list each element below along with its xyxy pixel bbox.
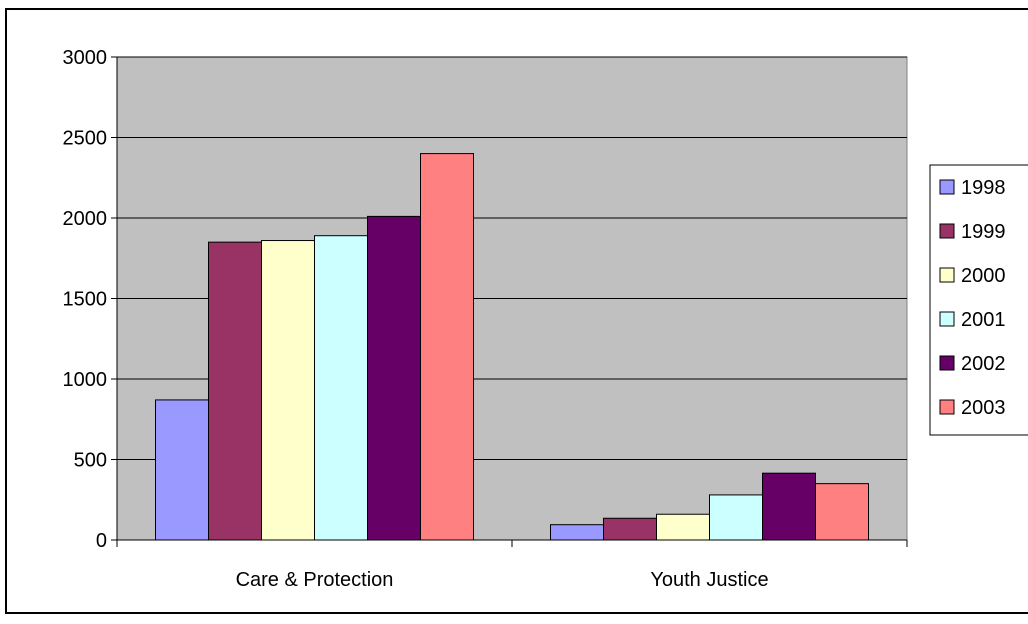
- y-tick-label: 1000: [63, 369, 108, 391]
- legend-swatch: [939, 311, 955, 327]
- legend-label: 2000: [961, 265, 1006, 287]
- bar-2002-care-protection: [367, 215, 421, 541]
- x-category-label: Youth Justice: [650, 569, 768, 591]
- legend-swatch: [939, 399, 955, 415]
- legend-label: 2001: [961, 309, 1006, 331]
- legend-label: 2003: [961, 397, 1006, 419]
- bar-2003-care-protection: [420, 153, 474, 541]
- legend-swatch: [939, 355, 955, 371]
- bar-2000-youth-justice: [656, 513, 710, 541]
- legend-label: 1999: [961, 221, 1006, 243]
- y-tick-label: 2000: [63, 208, 108, 230]
- legend-swatch: [939, 179, 955, 195]
- legend-label: 1998: [961, 177, 1006, 199]
- bar-2000-care-protection: [261, 240, 315, 541]
- bar-1999-care-protection: [208, 241, 262, 541]
- legend-swatch: [939, 223, 955, 239]
- legend-box: [929, 164, 1028, 436]
- y-tick-label: 1500: [63, 289, 108, 311]
- y-tick-label: 500: [74, 450, 107, 472]
- bar-1998-youth-justice: [550, 524, 604, 541]
- y-axis: 0 500 1000 1500 2000 2500 3000: [63, 47, 118, 552]
- bar-1999-youth-justice: [603, 517, 657, 541]
- legend-label: 2002: [961, 353, 1006, 375]
- bar-1998-care-protection: [155, 399, 209, 541]
- legend: 1998 1999 2000 2001 2002 2003: [929, 164, 1028, 436]
- y-tick-label: 3000: [63, 47, 108, 69]
- bars: [155, 153, 869, 541]
- legend-swatch: [939, 267, 955, 283]
- y-tick-label: 2500: [63, 128, 108, 150]
- y-tick-label: 0: [96, 530, 107, 552]
- bar-2001-youth-justice: [709, 494, 763, 541]
- bar-2001-care-protection: [314, 235, 368, 541]
- x-category-label: Care & Protection: [236, 569, 394, 591]
- bar-2002-youth-justice: [762, 472, 816, 541]
- bar-2003-youth-justice: [815, 483, 869, 541]
